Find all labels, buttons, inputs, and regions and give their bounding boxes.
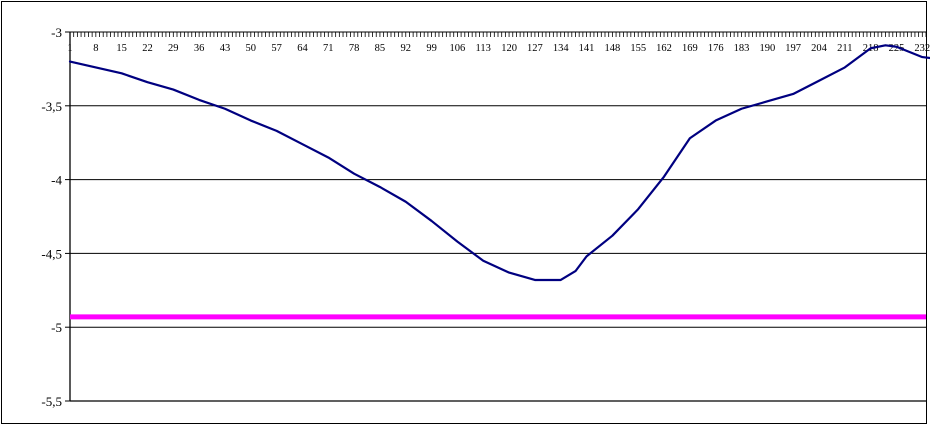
- x-tick-label: 92: [401, 43, 412, 54]
- x-tick-label: 106: [450, 43, 466, 54]
- series-line-0: [68, 44, 930, 282]
- x-tick-label: 36: [194, 43, 205, 54]
- x-tick-label: 225: [889, 43, 905, 54]
- x-tick-label: 197: [785, 43, 801, 54]
- y-tick-label: -3,5: [41, 99, 62, 114]
- x-tick-label: 1: [67, 43, 72, 54]
- y-tick-label: -5: [51, 320, 62, 335]
- y-tick-label: -4: [51, 173, 62, 188]
- x-tick-label: 169: [682, 43, 698, 54]
- y-tick-label: -4,5: [41, 246, 62, 261]
- x-tick-label: 8: [93, 43, 98, 54]
- x-tick-label: 211: [837, 43, 852, 54]
- x-tick-label: 120: [501, 43, 517, 54]
- x-tick-label: 64: [297, 43, 308, 54]
- x-tick-label: 78: [349, 43, 360, 54]
- x-tick-label: 162: [656, 43, 672, 54]
- axes: [65, 31, 927, 402]
- x-tick-label: 155: [630, 43, 646, 54]
- x-tick-label: 141: [579, 43, 595, 54]
- x-axis-tick-labels: 1 8 15 22 29 36 43 50 57 64 71 78 85 92 99 106 113 120 127…: [67, 43, 930, 54]
- x-tick-label: 183: [734, 43, 750, 54]
- x-tick-label: 57: [271, 43, 282, 54]
- y-tick-label: -3: [51, 25, 62, 40]
- x-tick-label: 148: [605, 43, 621, 54]
- x-tick-label: 99: [426, 43, 437, 54]
- x-tick-label: 190: [759, 43, 775, 54]
- x-tick-label: 232: [914, 43, 930, 54]
- x-tick-label: 113: [476, 43, 491, 54]
- x-tick-label: 15: [116, 43, 127, 54]
- x-tick-label: 22: [142, 43, 153, 54]
- y-tick-label: -5,5: [41, 394, 62, 409]
- x-tick-label: 134: [553, 43, 570, 54]
- x-tick-label: 71: [323, 43, 334, 54]
- x-tick-label: 50: [246, 43, 257, 54]
- x-tick-label: 43: [220, 43, 231, 54]
- series-lines: [68, 44, 930, 320]
- x-tick-label: 204: [811, 43, 828, 54]
- x-tick-label: 127: [527, 43, 543, 54]
- grid-lines: [70, 31, 926, 328]
- x-tick-label: 85: [375, 43, 386, 54]
- x-tick-label: 29: [168, 43, 179, 54]
- x-tick-label: 176: [708, 43, 724, 54]
- y-axis-tick-labels: -3 -3,5 -4 -4,5 -5 -5,5: [41, 25, 62, 409]
